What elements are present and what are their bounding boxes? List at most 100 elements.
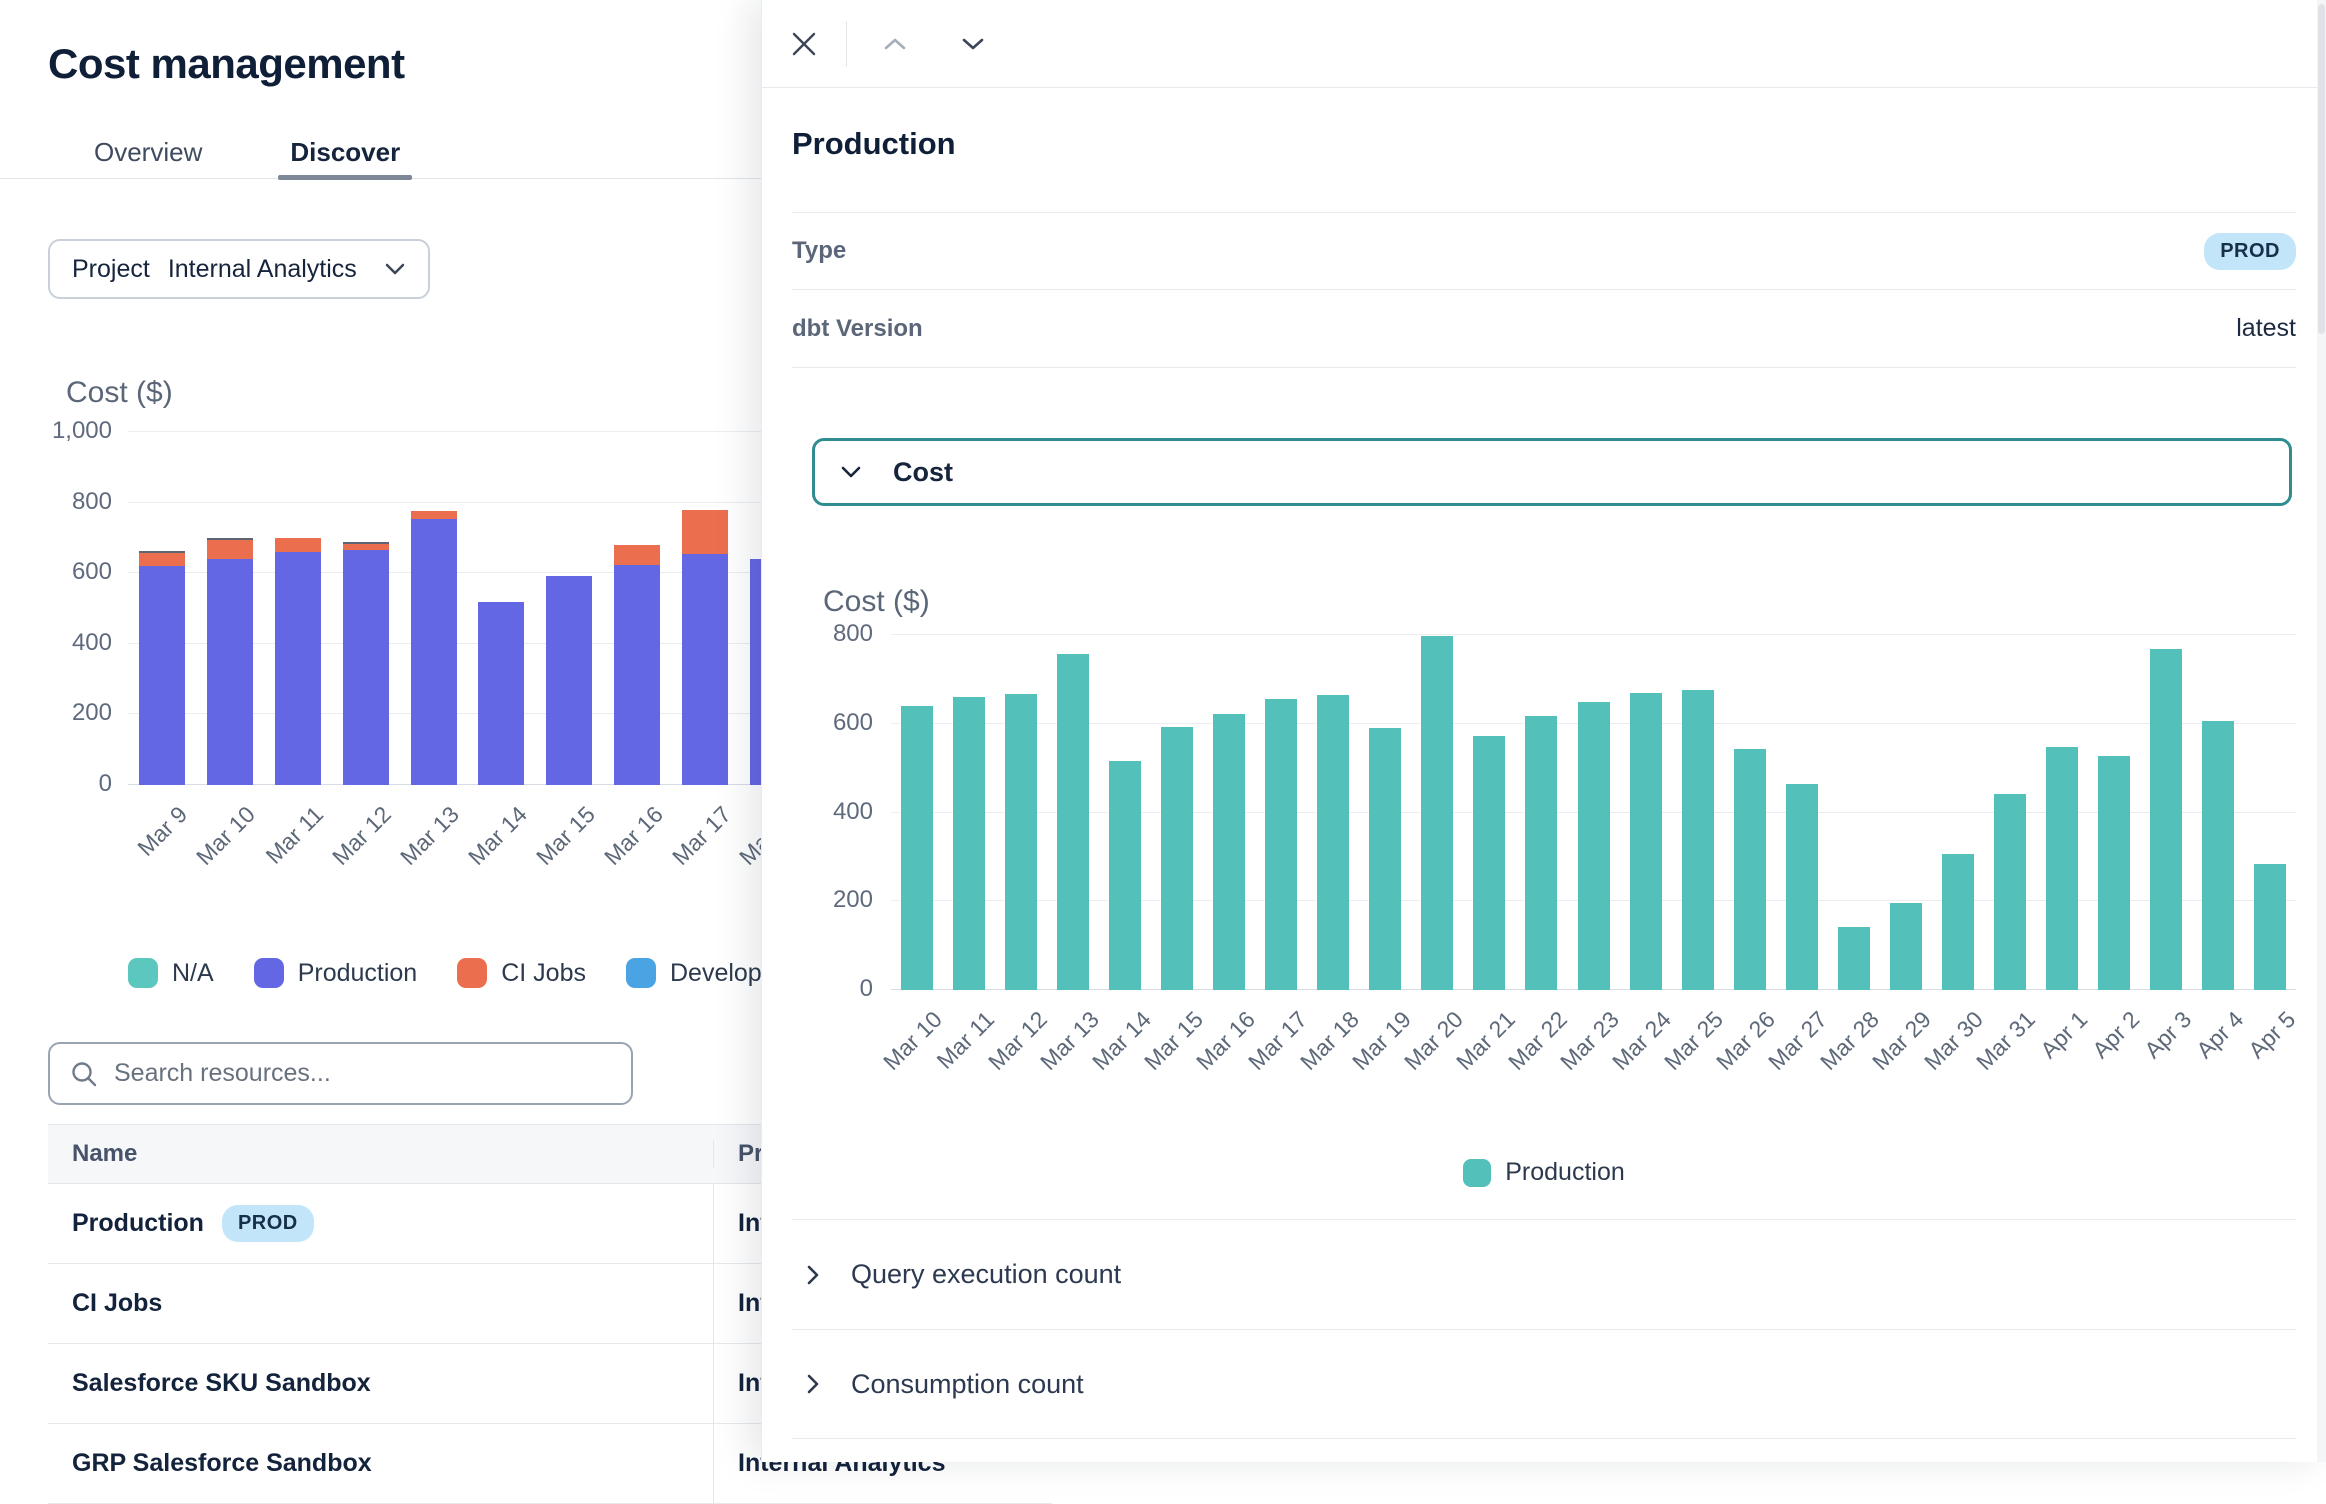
bar-production[interactable] [1421, 636, 1454, 990]
tab-overview[interactable]: Overview [94, 136, 203, 167]
bar-ci-jobs[interactable] [682, 509, 729, 554]
bar-production[interactable] [682, 553, 729, 785]
bar-production[interactable] [1265, 699, 1298, 990]
bar-production[interactable] [1005, 693, 1038, 990]
bar-production[interactable] [953, 697, 986, 990]
section-toggle-query-execution-count[interactable]: Query execution count [792, 1219, 2296, 1329]
bar-other[interactable] [138, 550, 185, 554]
x-axis-label: Mar 17 [1242, 1006, 1312, 1076]
search-input[interactable] [114, 1059, 611, 1088]
bar-ci-jobs[interactable] [206, 539, 253, 560]
x-axis-label: Apr 3 [2139, 1006, 2197, 1064]
bar-production[interactable] [410, 518, 457, 785]
page-title: Cost management [48, 40, 405, 87]
bar-production[interactable] [546, 575, 593, 785]
bar-ci-jobs[interactable] [274, 537, 321, 553]
y-axis-tick-label: 0 [98, 770, 112, 797]
prod-badge: PROD [221, 1205, 314, 1242]
plot-area: Mar 9 Mar 10 Mar 11 Mar 12 Mar 13 Mar 14 Mar 1… [128, 431, 807, 870]
legend-item-ci-jobs[interactable]: CI Jobs [457, 958, 586, 988]
bar-production[interactable] [1057, 654, 1090, 990]
bar-production[interactable] [2253, 863, 2286, 990]
chevron-down-icon [385, 263, 405, 275]
bar-production[interactable] [1837, 926, 1870, 990]
legend-label: CI Jobs [501, 958, 586, 987]
y-axis-tick-label: 600 [832, 708, 873, 736]
close-button[interactable] [780, 20, 828, 68]
chart-title: Cost ($) [66, 376, 173, 409]
bar-production[interactable] [1577, 702, 1610, 990]
gridline [128, 572, 807, 574]
bar-production[interactable] [138, 566, 185, 785]
cost-section-toggle[interactable]: Cost [812, 438, 2292, 506]
bar-production[interactable] [1941, 854, 1974, 990]
x-axis-label: Mar 27 [1763, 1006, 1833, 1076]
cost-by-environment-chart: Cost ($) 0 200 400 600 800 1,000 Mar 9 Mar 10 M… [0, 376, 807, 870]
bar-production[interactable] [2045, 747, 2078, 990]
bar-production[interactable] [1369, 728, 1402, 990]
bar-production[interactable] [1629, 692, 1662, 990]
bar-production[interactable] [274, 552, 321, 785]
cell-name: GRP Salesforce Sandbox [48, 1424, 713, 1503]
y-axis-tick-label: 800 [832, 620, 873, 647]
x-axis-label: Mar 28 [1815, 1006, 1885, 1076]
bar-ci-jobs[interactable] [138, 553, 185, 567]
section-toggle-consumption-count[interactable]: Consumption count [792, 1329, 2296, 1439]
y-axis-tick-label: 600 [71, 558, 112, 586]
legend-item-production[interactable]: Production [1463, 1158, 1625, 1187]
legend-swatch [1463, 1158, 1492, 1187]
bar-production[interactable] [2201, 721, 2234, 990]
x-axis-label: Mar 18 [1294, 1006, 1364, 1076]
next-item-button[interactable] [949, 20, 997, 68]
tab-discover[interactable]: Discover [278, 126, 413, 180]
previous-item-button[interactable] [871, 20, 919, 68]
bar-production[interactable] [614, 565, 661, 785]
panel-fields: Type PROD dbt Version latest [792, 212, 2296, 368]
cell-name: Salesforce SKU Sandbox [48, 1344, 713, 1423]
field-label: Type [792, 237, 847, 264]
bar-production[interactable] [1733, 749, 1766, 990]
production-cost-chart: Cost ($) 0 200 400 600 800 Mar 10 Mar 11 Mar 1… [762, 585, 2326, 1075]
legend-item-n-a[interactable]: N/A [128, 958, 214, 988]
chevron-down-icon [841, 466, 861, 477]
x-axis-label: Mar 13 [394, 801, 464, 871]
scrollbar-thumb[interactable] [2318, 4, 2325, 334]
bar-other[interactable] [342, 542, 389, 544]
bar-production[interactable] [2097, 756, 2130, 990]
bar-other[interactable] [206, 537, 253, 540]
x-axis-label: Mar 29 [1867, 1006, 1937, 1076]
resource-name: CI Jobs [72, 1289, 163, 1317]
bar-production[interactable] [1213, 714, 1246, 990]
chevron-down-icon [962, 38, 984, 49]
x-axis-label: Mar 16 [598, 801, 668, 871]
legend-label: N/A [172, 958, 214, 987]
x-axis-label: Mar 23 [1554, 1006, 1624, 1076]
bar-production[interactable] [1473, 736, 1506, 990]
gridline [128, 713, 807, 715]
bar-production[interactable] [478, 602, 525, 785]
bar-production[interactable] [342, 550, 389, 785]
bar-production[interactable] [1317, 694, 1350, 990]
field-value: latest [2236, 314, 2296, 342]
bar-ci-jobs[interactable] [342, 543, 389, 551]
header-divider [846, 20, 847, 67]
bar-production[interactable] [1161, 727, 1194, 990]
x-axis-label: Mar 12 [327, 801, 397, 871]
bar-production[interactable] [1993, 794, 2026, 990]
project-filter-dropdown[interactable]: Project Internal Analytics [48, 239, 430, 299]
bar-production[interactable] [206, 559, 253, 785]
bar-production[interactable] [1785, 783, 1818, 990]
bar-production[interactable] [1109, 761, 1142, 990]
y-axis-labels: 0 200 400 600 800 1,000 [0, 417, 112, 797]
bar-production[interactable] [1889, 903, 1922, 990]
chart-legend: Production [1463, 1158, 1625, 1187]
bar-ci-jobs[interactable] [410, 510, 457, 519]
bar-production[interactable] [901, 706, 934, 990]
panel-scrollbar[interactable] [2317, 0, 2326, 1462]
x-axis-label: Mar 30 [1919, 1006, 1989, 1076]
bar-production[interactable] [1525, 716, 1558, 990]
bar-ci-jobs[interactable] [614, 544, 661, 566]
legend-item-production[interactable]: Production [253, 958, 417, 988]
bar-production[interactable] [1681, 690, 1714, 990]
bar-production[interactable] [2149, 649, 2182, 990]
